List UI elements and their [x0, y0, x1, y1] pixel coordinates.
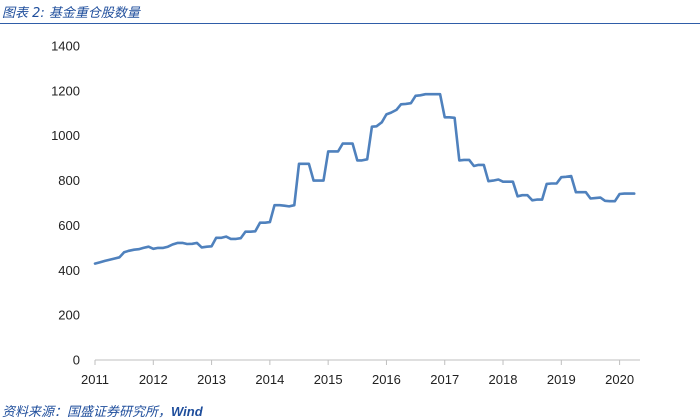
y-tick-label: 1200 [51, 83, 80, 98]
title-divider [0, 23, 700, 24]
x-tick-label: 2020 [605, 372, 634, 387]
x-tick-label: 2018 [489, 372, 518, 387]
source-prefix: 资料来源：国盛证券研究所， [2, 405, 172, 420]
y-tick-label: 1400 [51, 39, 80, 54]
x-tick-label: 2015 [314, 372, 343, 387]
x-tick-label: 2013 [197, 372, 226, 387]
source-brand: Wind [171, 404, 203, 419]
x-tick-label: 2019 [547, 372, 576, 387]
y-tick-label: 1000 [51, 128, 80, 143]
plot-area [93, 92, 636, 265]
y-tick-label: 0 [73, 353, 80, 368]
y-tick-label: 600 [58, 218, 80, 233]
x-tick-label: 2012 [139, 372, 168, 387]
figure-source: 资料来源：国盛证券研究所，Wind [2, 401, 203, 420]
series-line [93, 92, 636, 265]
x-tick-label: 2016 [372, 372, 401, 387]
y-axis: 0 200 400 600 800 1000 1200 1400 [51, 39, 80, 368]
x-tick-label: 2014 [255, 372, 284, 387]
x-axis: 2011 2012 2013 2014 2015 2016 2017 2018 2019 2020 [81, 359, 640, 387]
figure-title: 图表 2: 基金重仓股数量 [2, 6, 140, 21]
y-tick-label: 200 [58, 308, 80, 323]
y-tick-label: 400 [58, 263, 80, 278]
x-tick-label: 2017 [430, 372, 459, 387]
y-tick-label: 800 [58, 173, 80, 188]
x-tick-label: 2011 [81, 372, 109, 387]
